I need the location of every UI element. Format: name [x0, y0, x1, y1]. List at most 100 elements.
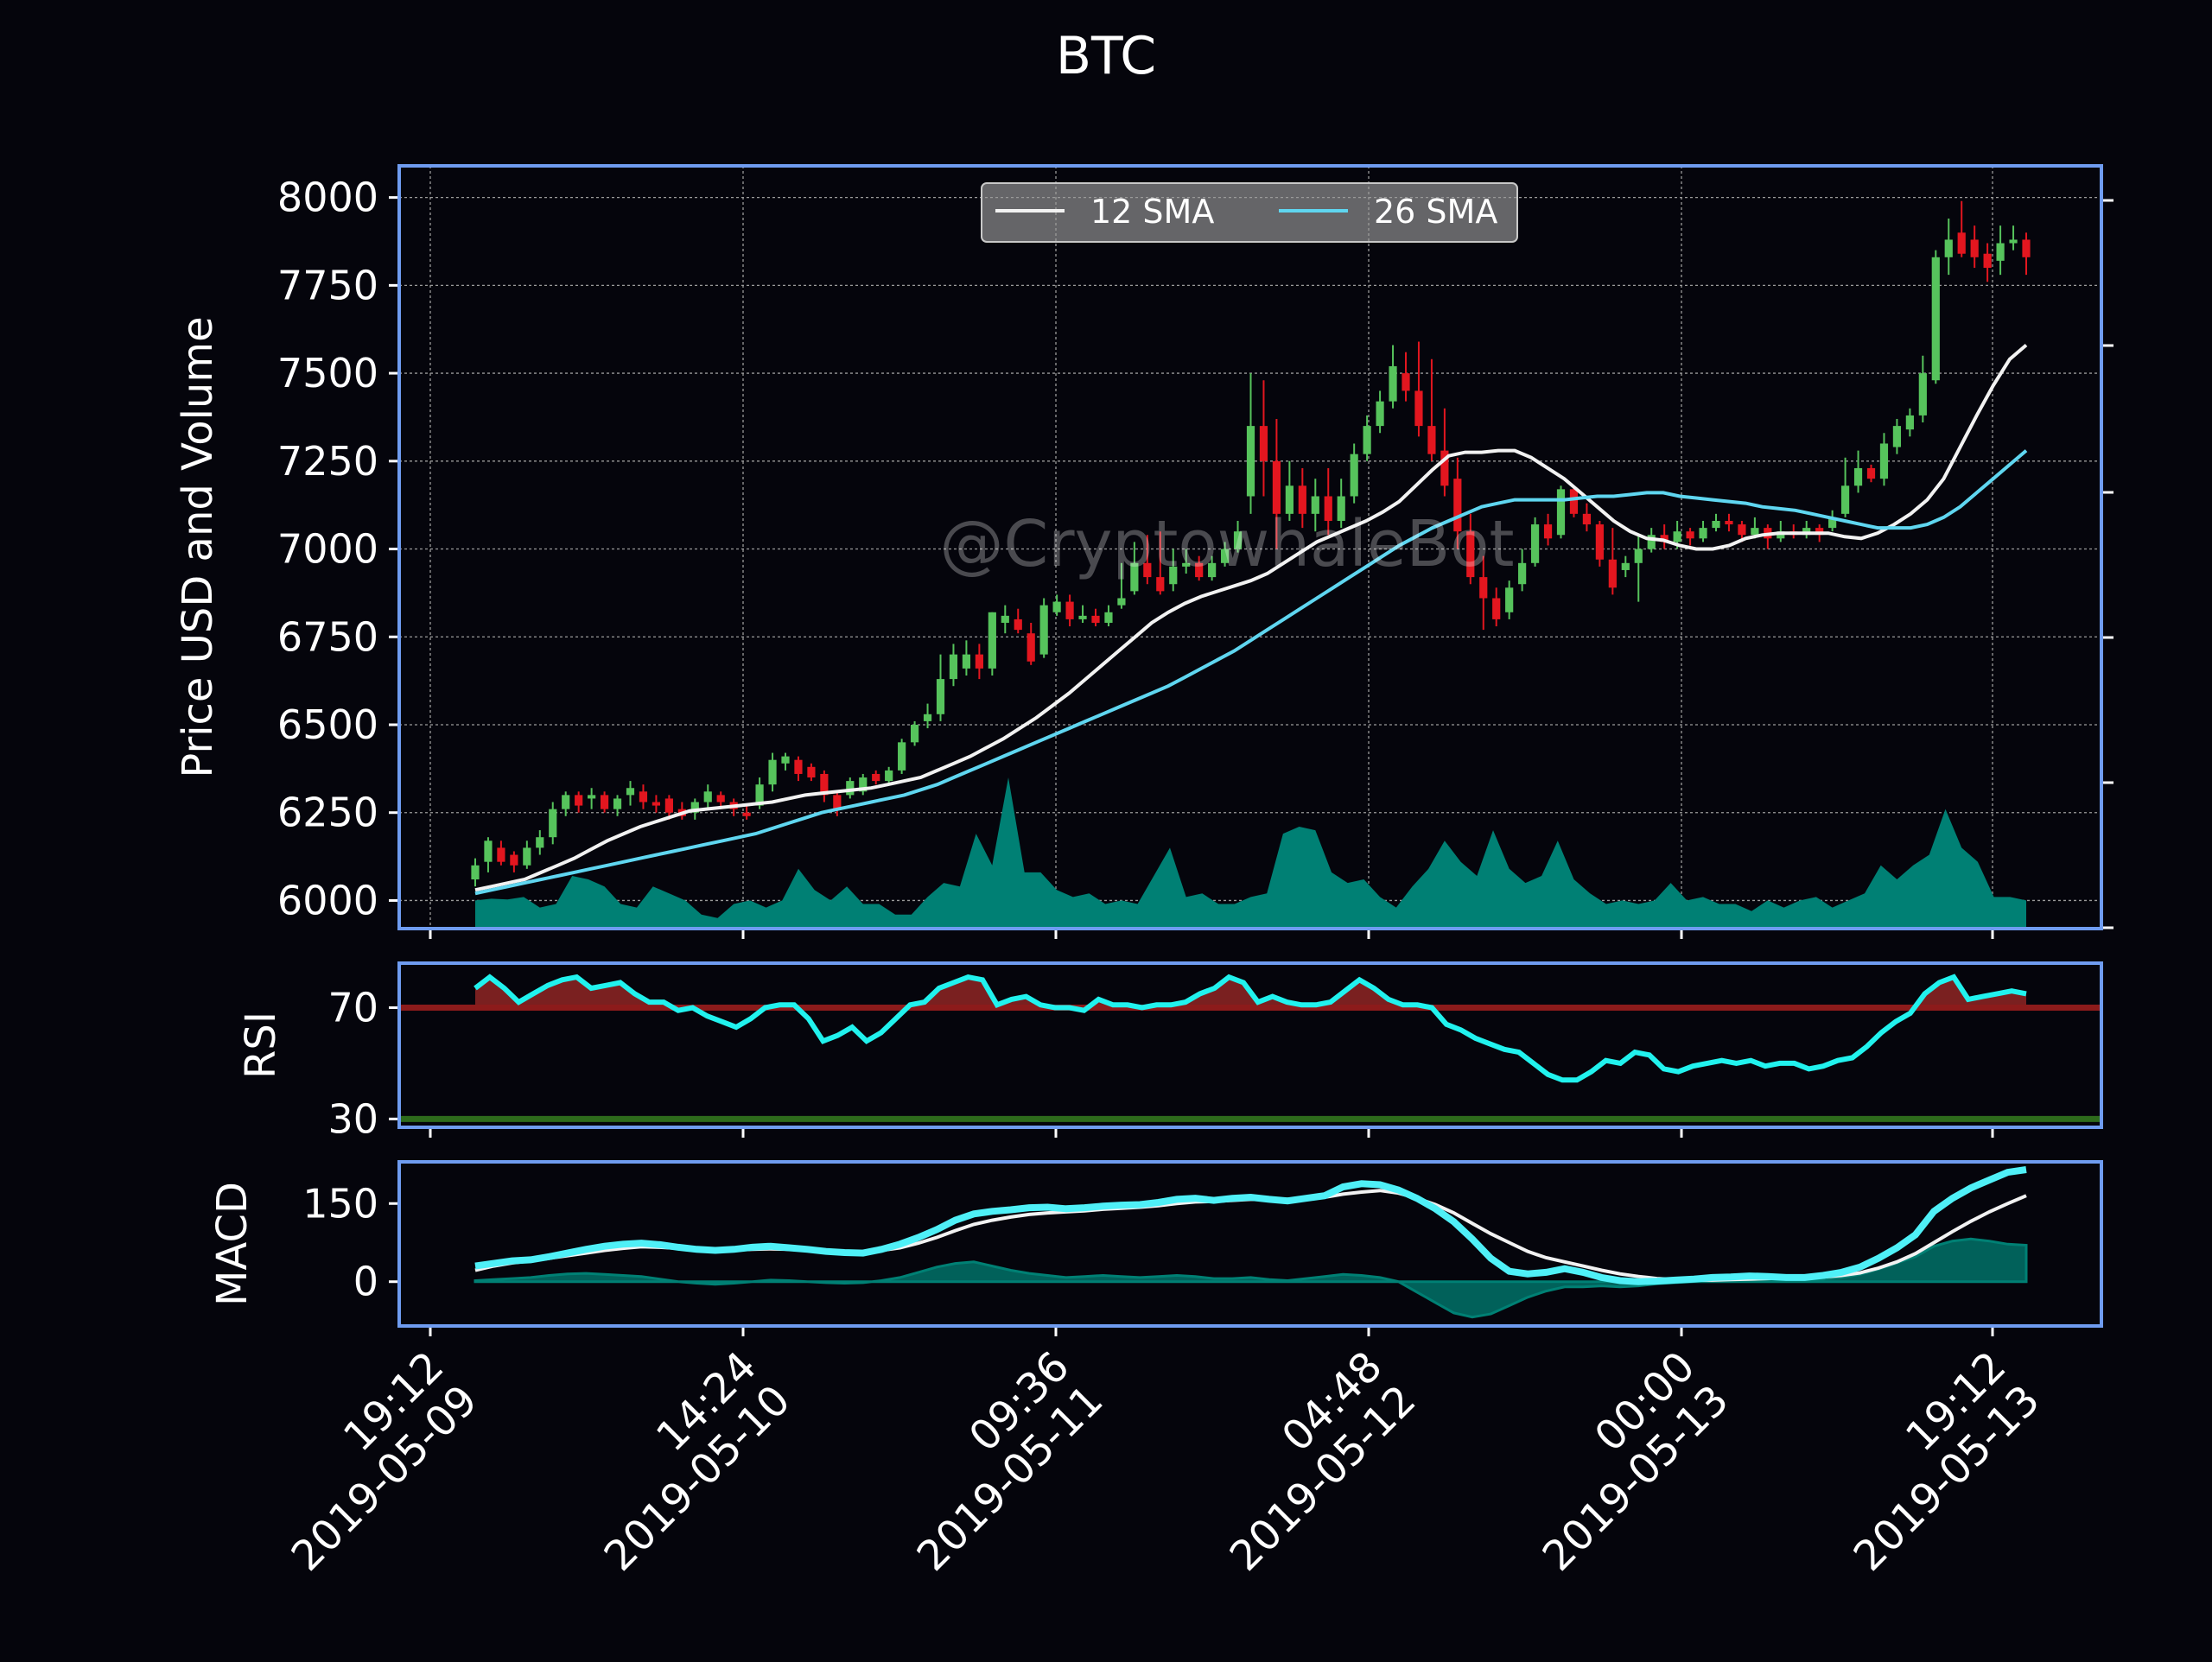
candle-body: [652, 802, 661, 806]
candle-body: [975, 654, 983, 669]
y-tick-label: 0: [353, 1259, 378, 1305]
candle-body: [600, 795, 609, 809]
candle-body: [1970, 239, 1979, 257]
candle-body: [1530, 524, 1540, 563]
candle-body: [1957, 232, 1966, 254]
candle-body: [1686, 531, 1694, 539]
y-tick-label: 150: [302, 1180, 378, 1227]
candle-body: [1078, 615, 1087, 619]
legend-label: 26 SMA: [1374, 193, 1497, 231]
candle-body: [923, 714, 932, 721]
candle-body: [1363, 426, 1371, 454]
candle-body: [1595, 524, 1604, 560]
panel-frame: [397, 961, 2103, 1129]
candle-body: [1014, 618, 1022, 631]
candle-body: [1298, 485, 1306, 514]
y-tick-label: 8000: [277, 174, 378, 221]
candle-body: [885, 770, 893, 782]
candle-body: [1918, 373, 1927, 416]
candle-body: [768, 759, 777, 785]
candle-body: [575, 795, 583, 806]
candle-body: [690, 802, 699, 813]
sma26-line: [474, 449, 2028, 896]
candle-body: [703, 791, 712, 802]
candle-body: [872, 773, 880, 782]
panel-frame: [397, 1160, 2103, 1328]
sma12-line: [474, 343, 2028, 892]
candle-body: [1466, 531, 1475, 578]
candle-body: [1220, 549, 1230, 563]
candle-body: [1440, 450, 1449, 486]
candle-body: [1738, 524, 1746, 536]
y-tick-label: 7500: [277, 350, 378, 396]
candle-body: [1556, 489, 1566, 536]
candle-body: [588, 795, 596, 799]
candle-body: [497, 847, 505, 862]
candle-body: [1751, 528, 1759, 536]
candle-body: [1259, 426, 1268, 461]
candle-body: [1866, 467, 1876, 479]
candle-body: [1414, 390, 1423, 427]
y-tick-label: 7250: [277, 438, 378, 485]
candle-body: [1712, 520, 1720, 529]
candle-body: [471, 865, 480, 880]
candle-body: [1621, 562, 1630, 570]
candle-body: [1492, 598, 1501, 619]
candle-body: [1376, 401, 1384, 427]
candle-body: [1905, 415, 1914, 430]
volume-area: [475, 777, 2026, 929]
candle-body: [820, 773, 829, 796]
candle-body: [1350, 454, 1358, 497]
candle-body: [1195, 562, 1204, 578]
macd-line: [474, 1166, 2027, 1285]
candle-body: [1725, 520, 1733, 525]
candle-body: [1699, 528, 1707, 539]
candle-body: [1673, 531, 1681, 542]
panel-frame: [397, 164, 2103, 930]
candle-body: [742, 812, 751, 816]
candle-body: [549, 809, 557, 838]
candle-body: [1143, 562, 1152, 578]
candle-body: [1582, 513, 1592, 525]
candle-body: [1104, 612, 1113, 623]
candle-body: [613, 798, 622, 809]
candle-body: [1130, 562, 1139, 592]
candle-body: [910, 724, 919, 743]
rsi-panel: 30 70 RSI: [237, 961, 2103, 1142]
price-panel: 6000 6250 6500 6750 7000 7250 7500 7750 8000 Pric…: [174, 164, 2113, 939]
candle-body: [1065, 601, 1074, 619]
candle-body: [639, 791, 648, 802]
y-tick-label: 6500: [277, 701, 378, 748]
candle-body: [484, 841, 493, 862]
candle-body: [846, 781, 855, 796]
candle-body: [794, 759, 803, 774]
candle-body: [1647, 535, 1656, 549]
y-tick-label: 70: [327, 985, 378, 1031]
candle-body: [1324, 496, 1332, 521]
candle-body: [1931, 257, 1940, 381]
candle-body: [859, 777, 868, 792]
candle-body: [1815, 528, 1824, 536]
candle-body: [1311, 496, 1319, 514]
candle-body: [1337, 496, 1345, 521]
candle-body: [1828, 517, 1837, 529]
candle-body: [833, 795, 842, 809]
y-axis-label: RSI: [237, 1012, 285, 1079]
candle-body: [1453, 479, 1462, 532]
candle-body: [1660, 535, 1669, 542]
candle-body: [1272, 460, 1281, 514]
candle-body: [536, 837, 544, 848]
candle-body: [1892, 426, 1902, 447]
candle-body: [781, 756, 790, 764]
candle-body: [755, 784, 764, 806]
candle-body: [626, 788, 635, 796]
y-tick-label: 6750: [277, 613, 378, 660]
candle-body: [1518, 562, 1527, 585]
candle-body: [1879, 443, 1889, 479]
candle-body: [1996, 243, 2005, 261]
candle-body: [1285, 485, 1294, 514]
candle-body: [1543, 524, 1553, 539]
candle-body: [1479, 577, 1488, 599]
